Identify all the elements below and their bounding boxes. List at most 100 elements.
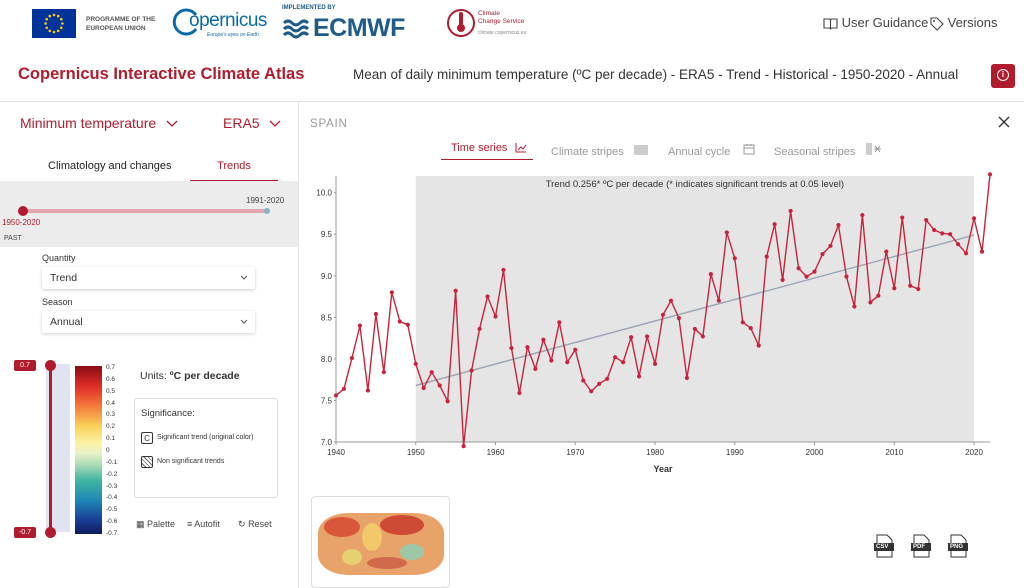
x-tick-label: 2010 [885, 448, 903, 457]
y-tick-label: 8.0 [321, 355, 333, 364]
variable-select[interactable]: Minimum temperature [20, 115, 178, 131]
season-label: Season [42, 297, 73, 307]
period-label-left: 1950-2020 [2, 218, 41, 227]
c3s-logo: Climate Change Service climate.copernicu… [446, 6, 556, 42]
tag-icon [930, 17, 944, 31]
scale-max-badge: 0.7 [14, 360, 36, 371]
series-point [740, 320, 745, 325]
series-point [716, 298, 721, 303]
y-tick-label: 7.0 [321, 438, 333, 447]
series-point [900, 215, 905, 220]
series-point [581, 378, 586, 383]
series-point [557, 320, 562, 325]
series-point [668, 298, 674, 303]
period-slider-track[interactable] [22, 209, 268, 213]
reset-button[interactable]: ↻ Reset [238, 519, 272, 529]
x-tick-label: 1940 [327, 448, 345, 457]
series-point [405, 322, 410, 327]
user-guidance-link[interactable]: User Guidance [823, 15, 928, 30]
series-point [341, 386, 347, 391]
period-slider-handle-left[interactable] [18, 206, 28, 216]
series-point [940, 231, 945, 236]
csv-file-icon [874, 534, 894, 558]
trend-period-shade [415, 176, 975, 442]
series-point [820, 252, 825, 257]
info-button[interactable]: i [991, 64, 1015, 88]
series-point [509, 345, 514, 351]
series-point [860, 212, 865, 218]
palette-icon: ▦ [136, 519, 145, 529]
download-png-button[interactable]: PNG [948, 534, 968, 558]
x-tick-label: 1960 [487, 448, 505, 457]
close-icon [998, 116, 1010, 128]
period-slider-handle-right[interactable] [264, 208, 270, 214]
autofit-button[interactable]: ≡ Autofit [187, 519, 220, 529]
scale-max-handle[interactable] [45, 360, 56, 371]
series-point [844, 274, 849, 279]
page-title: Mean of daily minimum temperature (ºC pe… [353, 67, 959, 82]
series-point [461, 444, 466, 449]
period-label-right: 1991-2020 [246, 196, 285, 205]
y-tick-label: 7.5 [321, 396, 333, 405]
sidebar: Minimum temperature ERA5 Climatology and… [0, 102, 299, 588]
series-point [636, 374, 642, 379]
download-csv-button[interactable]: CSV [874, 534, 894, 558]
series-point [780, 277, 785, 283]
series-point [948, 232, 953, 237]
series-point [597, 381, 602, 386]
past-label: PAST [4, 235, 22, 242]
series-point [748, 326, 753, 331]
app-title[interactable]: Copernicus Interactive Climate Atlas [18, 65, 305, 83]
download-pdf-button[interactable]: PDF [911, 534, 931, 558]
series-point [764, 254, 769, 259]
scale-range-line [49, 366, 52, 532]
color-bar [75, 366, 102, 534]
versions-link[interactable]: Versions [930, 15, 998, 31]
color-bar-tick-label: 0 [106, 447, 110, 454]
season-select[interactable]: Annual [42, 311, 255, 333]
line-chart-icon [515, 143, 527, 153]
series-point [621, 360, 626, 365]
dataset-select[interactable]: ERA5 [223, 115, 281, 131]
series-point [613, 355, 618, 360]
close-button[interactable] [996, 114, 1012, 130]
series-point [732, 256, 737, 261]
calendar-icon [743, 144, 755, 155]
x-tick-label: 2020 [965, 448, 983, 457]
series-point [437, 383, 442, 388]
map-thumbnail[interactable] [311, 496, 450, 588]
significance-box: Significance: C Significant trend (origi… [134, 398, 278, 498]
tab-time-series[interactable]: Time series [441, 134, 533, 160]
tab-seasonal-stripes[interactable]: Seasonal stripes [774, 142, 882, 160]
color-bar-tick-label: 0.7 [106, 364, 116, 371]
series-point [445, 399, 450, 404]
series-point [365, 388, 371, 393]
sliders-icon: ≡ [187, 519, 193, 529]
series-point [477, 326, 482, 332]
series-point [963, 251, 969, 256]
quantity-select[interactable]: Trend [42, 267, 255, 289]
series-point [373, 311, 378, 317]
scale-min-handle[interactable] [45, 527, 56, 538]
pdf-file-icon [911, 534, 931, 558]
series-point [700, 334, 705, 339]
significant-trend-icon: C [141, 432, 153, 444]
series-point [589, 389, 594, 394]
color-bar-tick-label: 0.2 [106, 423, 116, 431]
color-bar-tick-label: -0.4 [106, 494, 118, 502]
series-point [876, 293, 881, 298]
series-point [828, 243, 833, 248]
tab-climatology[interactable]: Climatology and changes [48, 160, 172, 172]
copernicus-logo: opernicus Europe's eyes on Earth [172, 6, 267, 42]
tab-climate-stripes[interactable]: Climate stripes [551, 142, 648, 160]
palette-button[interactable]: ▦ Palette [136, 519, 176, 529]
color-bar-tick-label: 0.1 [106, 435, 116, 443]
snowflake-stripes-icon [866, 143, 881, 155]
ecmwf-logo: IMPLEMENTED BY ECMWF [282, 5, 405, 42]
tab-trends[interactable]: Trends [190, 154, 278, 181]
series-point [660, 312, 666, 317]
x-tick-label: 1990 [726, 448, 744, 457]
chevron-down-icon [166, 120, 178, 127]
color-bar-tick-label: 0.5 [106, 387, 116, 395]
tab-annual-cycle[interactable]: Annual cycle [668, 142, 755, 160]
